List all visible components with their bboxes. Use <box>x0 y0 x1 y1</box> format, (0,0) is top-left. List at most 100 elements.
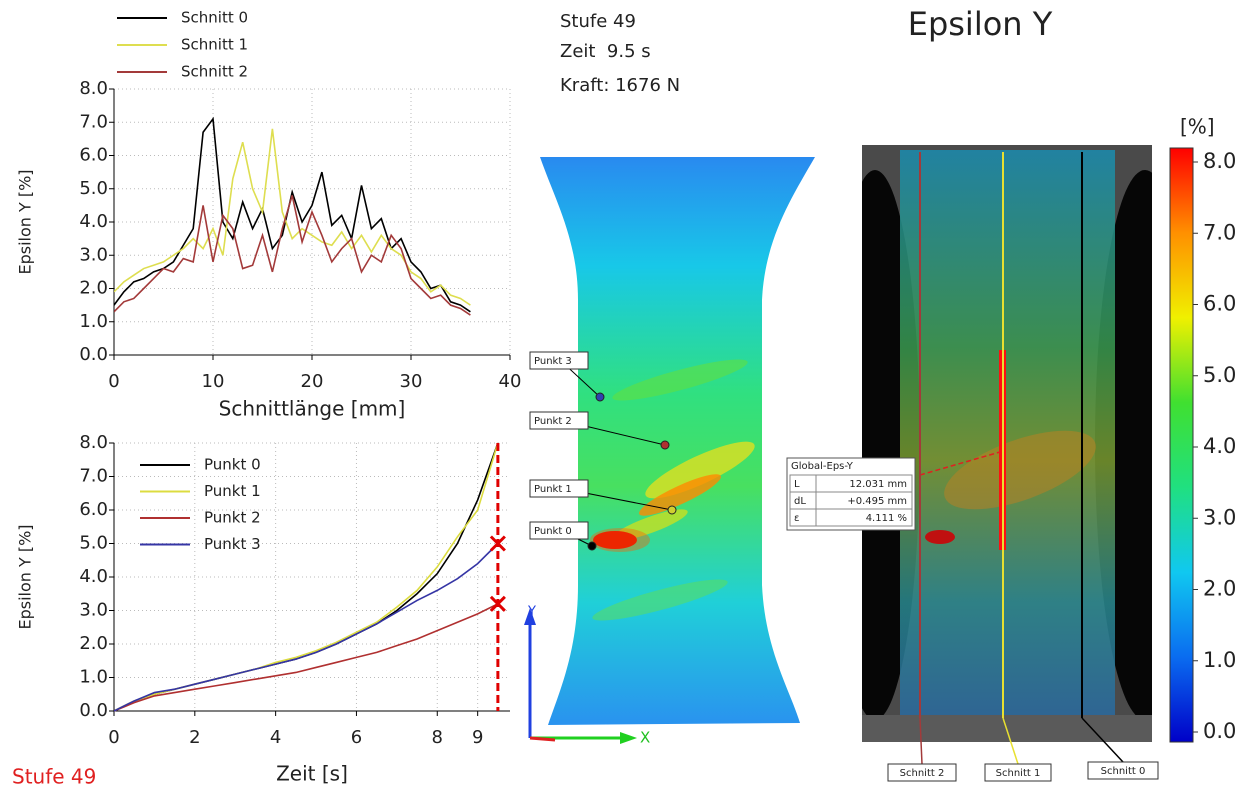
x-tick-label: 30 <box>400 371 423 392</box>
series-line <box>114 116 471 313</box>
x-tick-label: 10 <box>202 371 225 392</box>
section-leader <box>1081 717 1124 763</box>
table-title: Global-Eps-Y <box>791 461 854 472</box>
x-tick-label: 8 <box>432 727 443 748</box>
colorbar-tick-label: 5.0 <box>1203 363 1236 387</box>
x-tick-label: 4 <box>270 727 281 748</box>
sections-overlay: Schnitt 2 Schnitt 1 Schnitt 0 <box>887 152 1159 782</box>
legend-label: Schnitt 2 <box>181 63 248 81</box>
y-tick-label: 0.0 <box>79 344 108 365</box>
x-axis-label: Schnittlänge [mm] <box>219 397 406 421</box>
info-time: Zeit 9.5 s <box>560 41 651 62</box>
y-tick-label: 5.0 <box>79 178 108 199</box>
time-marker-point <box>489 595 506 612</box>
points-overlay: Punkt 3 Punkt 2 Punkt 1 Punkt 0 <box>529 351 677 551</box>
y-tick-label: 2.0 <box>79 278 108 299</box>
line-chart: 0.0 1.0 2.0 3.0 4.0 5.0 6.0 7.0 8.0 0 10 20 30 40 Schn… <box>16 9 522 421</box>
y-axis-label: Epsilon Y [%] <box>16 524 35 629</box>
label-box <box>529 479 589 498</box>
x-tick-label: 20 <box>301 371 324 392</box>
plot-area <box>114 442 499 712</box>
section-label: Schnitt 2 <box>900 768 945 779</box>
series-line <box>114 603 499 712</box>
y-tick-label: 7.0 <box>79 111 108 132</box>
colorbar-tick-label: 4.0 <box>1203 434 1236 458</box>
colorbar-scale <box>1169 147 1194 743</box>
label-box <box>529 351 589 370</box>
legend: Schnitt 0 Schnitt 1 Schnitt 2 <box>117 9 248 81</box>
section-leader <box>1002 717 1019 765</box>
table-key: L <box>794 479 800 490</box>
point-label: Punkt 3 <box>534 356 572 367</box>
series-line <box>114 442 499 712</box>
x-tick-label: 2 <box>189 727 200 748</box>
colorbar-label: [%] <box>1180 115 1215 139</box>
legend-label: Schnitt 1 <box>181 36 248 54</box>
point-label: Punkt 2 <box>534 416 572 427</box>
x-tick-label: 0 <box>108 727 119 748</box>
label-box <box>529 411 589 430</box>
colorbar-tick-label: 8.0 <box>1203 149 1236 173</box>
y-tick-label: 4.0 <box>79 211 108 232</box>
x-axis-label: Zeit [s] <box>276 762 348 786</box>
y-tick-label: 3.0 <box>79 244 108 265</box>
footer-stage: Stufe 49 <box>12 765 96 789</box>
axis-icon-label: X <box>640 729 650 747</box>
legend: Punkt 0 Punkt 1 Punkt 2 Punkt 3 <box>140 456 261 553</box>
y-tick-label: 1.0 <box>79 311 108 332</box>
colorbar-tick-label: 3.0 <box>1203 505 1236 529</box>
info-stage: Stufe 49 <box>560 11 636 32</box>
series-line <box>114 128 471 306</box>
y-tick-label: 5.0 <box>79 533 108 554</box>
series-line <box>114 442 499 712</box>
point-dot <box>667 505 677 515</box>
x-tick-label: 9 <box>472 727 483 748</box>
x-tick-label: 0 <box>108 371 119 392</box>
y-tick-label: 8.0 <box>79 432 108 453</box>
colorbar-tick-label: 6.0 <box>1203 292 1236 316</box>
label-box <box>529 521 589 540</box>
section-leader <box>919 717 923 765</box>
table-value: +0.495 mm <box>847 496 907 507</box>
series-line <box>114 542 499 712</box>
y-tick-label: 6.0 <box>79 499 108 520</box>
title: Epsilon Y <box>908 5 1053 43</box>
x-tick-label: 40 <box>499 371 522 392</box>
table-key: ε <box>794 513 799 524</box>
plot-area <box>114 116 471 316</box>
point-dot <box>660 440 670 450</box>
point-dot <box>595 392 605 402</box>
y-tick-label: 7.0 <box>79 466 108 487</box>
colorbar-tick-label: 7.0 <box>1203 220 1236 244</box>
colorbar-tick-label: 2.0 <box>1203 577 1236 601</box>
measurement-table: Global-Eps-Y L 12.031 mm dL +0.495 mm ε 4.111 … <box>786 457 916 531</box>
time-marker-point <box>489 535 506 552</box>
point-label: Punkt 1 <box>534 484 572 495</box>
colorbar: [%] 0.0 1.0 2.0 3.0 4.0 5.0 6.0 7.0 8.0 <box>1169 115 1236 743</box>
legend-label: Punkt 1 <box>204 482 261 500</box>
y-axis-label: Epsilon Y [%] <box>16 169 35 274</box>
label-box <box>887 763 957 782</box>
y-tick-label: 6.0 <box>79 145 108 166</box>
point-label: Punkt 0 <box>534 526 572 537</box>
label-box <box>984 763 1052 782</box>
axis-icon: Y X <box>524 605 650 747</box>
table-cell <box>815 508 913 527</box>
table-value: 4.111 % <box>866 513 907 524</box>
label-box <box>1087 761 1159 780</box>
legend-label: Punkt 2 <box>204 509 261 527</box>
colorbar-tick-label: 0.0 <box>1203 719 1236 743</box>
y-tick-label: 0.0 <box>79 700 108 721</box>
table-key: dL <box>794 496 806 507</box>
y-tick-label: 3.0 <box>79 600 108 621</box>
strain-map <box>540 157 815 725</box>
section-label: Schnitt 1 <box>996 768 1041 779</box>
point-dot <box>587 541 597 551</box>
y-tick-label: 2.0 <box>79 633 108 654</box>
line-chart: 0.0 1.0 2.0 3.0 4.0 5.0 6.0 7.0 8.0 0 2 4 6 8 9 Zeit [s… <box>16 432 510 786</box>
info-force: Kraft: 1676 N <box>560 75 680 96</box>
x-tick-label: 6 <box>351 727 362 748</box>
y-tick-label: 8.0 <box>79 78 108 99</box>
camera-image <box>862 145 1152 742</box>
